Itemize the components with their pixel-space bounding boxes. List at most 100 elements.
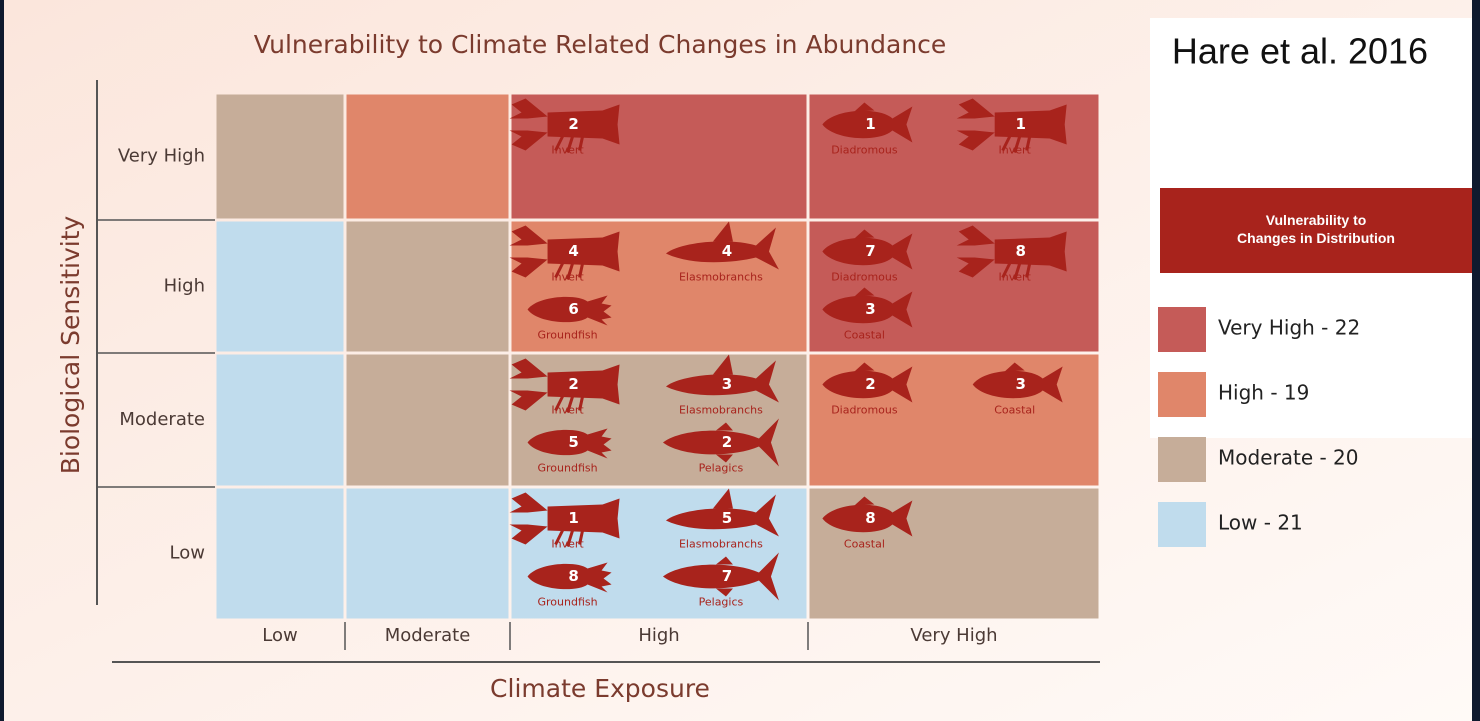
- species-label: Elasmobranchs: [679, 271, 763, 284]
- species-label: Invert: [551, 404, 584, 417]
- species-label: Diadromous: [831, 144, 898, 157]
- shark-body: [665, 360, 779, 403]
- species-icon: [662, 552, 779, 601]
- tuna-finlets: [715, 422, 733, 463]
- species-count: 2: [865, 375, 875, 393]
- shark-fin: [712, 488, 733, 509]
- species-label: Groundfish: [538, 596, 598, 609]
- lobster-body: [547, 104, 620, 145]
- lobster-claw: [956, 225, 995, 246]
- tuna-body: [662, 418, 779, 467]
- species-count: 1: [568, 509, 578, 527]
- legend-swatch: [1158, 372, 1206, 417]
- row-label: High: [164, 276, 205, 297]
- shark-body: [665, 494, 779, 537]
- lobster-legs: [554, 262, 585, 280]
- species-label: Coastal: [844, 329, 885, 342]
- legend-swatch: [1158, 437, 1206, 482]
- lobster-claw: [956, 257, 995, 278]
- row-label: Moderate: [119, 409, 205, 430]
- species-icon: [956, 225, 1067, 280]
- legend-swatch: [1158, 502, 1206, 547]
- lobster-legs: [1001, 262, 1032, 280]
- fish-body: [822, 291, 913, 328]
- row-label: Very High: [118, 146, 205, 167]
- species-count: 8: [865, 509, 875, 527]
- lobster-claw: [509, 225, 548, 246]
- legend-label: Very High - 22: [1218, 316, 1360, 340]
- species-count: 3: [1015, 375, 1025, 393]
- fish-fin: [1004, 362, 1025, 372]
- lobster-claw: [509, 524, 548, 545]
- legend-swatch: [1158, 307, 1206, 352]
- species-label: Elasmobranchs: [679, 538, 763, 551]
- species-count: 1: [865, 115, 875, 133]
- fish-fin: [854, 496, 875, 506]
- cell: [346, 94, 509, 219]
- groundfish-body: [527, 428, 612, 459]
- legend-label: Moderate - 20: [1218, 446, 1359, 470]
- species-count: 5: [722, 509, 732, 527]
- cell: [346, 488, 509, 619]
- y-axis-title: Biological Sensitivity: [56, 216, 85, 475]
- species-label: Groundfish: [538, 462, 598, 475]
- fish-body: [822, 366, 913, 403]
- species-icon: [665, 354, 779, 403]
- species-icon: [665, 488, 779, 537]
- species-count: 3: [865, 300, 875, 318]
- species-count: 6: [568, 300, 578, 318]
- species-icon: [509, 98, 620, 153]
- cell: [216, 488, 344, 619]
- fish-body: [822, 106, 913, 143]
- species-label: Pelagics: [699, 462, 744, 475]
- species-icon: [662, 418, 779, 467]
- row-label: Low: [170, 543, 205, 564]
- species-icon: [527, 562, 612, 593]
- cell: [216, 221, 344, 352]
- species-icon: [822, 102, 913, 143]
- species-icon: [509, 358, 620, 413]
- lobster-legs: [554, 529, 585, 547]
- lobster-body: [994, 104, 1067, 145]
- species-icon: [972, 362, 1063, 403]
- lobster-claw: [509, 130, 548, 151]
- x-axis-title: Climate Exposure: [490, 674, 710, 703]
- species-count: 2: [568, 115, 578, 133]
- frame-edge: [0, 0, 4, 721]
- cell: [216, 94, 344, 219]
- species-count: 7: [865, 242, 875, 260]
- cell: [216, 354, 344, 486]
- species-count: 8: [1015, 242, 1025, 260]
- column-label: Moderate: [385, 625, 471, 646]
- lobster-body: [547, 498, 620, 539]
- column-label: Low: [262, 625, 297, 646]
- species-count: 3: [722, 375, 732, 393]
- lobster-claw: [509, 390, 548, 411]
- fish-body: [972, 366, 1063, 403]
- species-icon: [665, 221, 779, 270]
- groundfish-body: [527, 562, 612, 593]
- species-label: Pelagics: [699, 596, 744, 609]
- species-label: Diadromous: [831, 271, 898, 284]
- species-label: Coastal: [994, 404, 1035, 417]
- lobster-body: [547, 231, 620, 272]
- lobster-legs: [1001, 135, 1032, 153]
- species-icon: [527, 295, 612, 326]
- lobster-claw: [509, 257, 548, 278]
- legend-title: Vulnerability to Changes in Distribution: [1237, 212, 1395, 246]
- species-label: Invert: [551, 538, 584, 551]
- species-count: 5: [568, 433, 578, 451]
- fish-fin: [854, 362, 875, 372]
- legend-label: Low - 21: [1218, 511, 1303, 535]
- species-label: Invert: [551, 271, 584, 284]
- species-label: Invert: [999, 144, 1032, 157]
- groundfish-body: [527, 295, 612, 326]
- species-label: Diadromous: [831, 404, 898, 417]
- legend-label: High - 19: [1218, 381, 1309, 405]
- lobster-claw: [956, 98, 995, 119]
- fish-fin: [854, 287, 875, 297]
- legend-header: Vulnerability to Changes in Distribution: [1160, 188, 1472, 273]
- species-count: 7: [722, 567, 732, 585]
- lobster-body: [547, 364, 620, 405]
